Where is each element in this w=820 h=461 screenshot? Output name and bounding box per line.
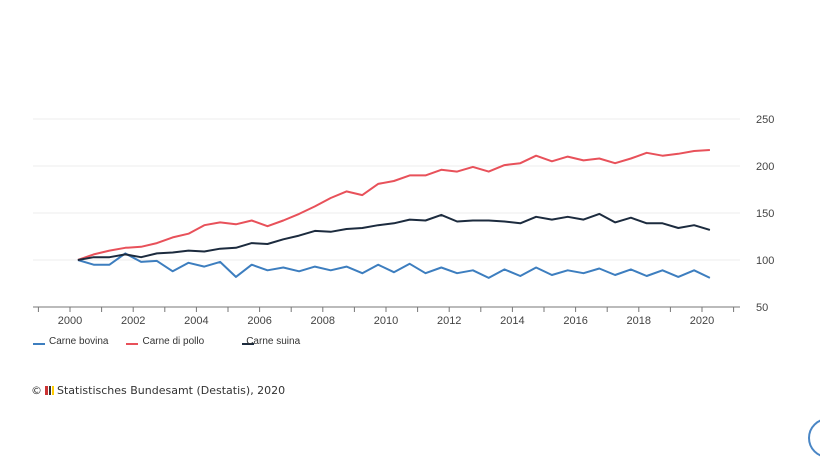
series-line-carne-di-pollo bbox=[77, 149, 710, 261]
source-credit: © Statistisches Bundesamt (Destatis), 202… bbox=[31, 384, 285, 397]
series-line-carne-bovina bbox=[77, 252, 711, 279]
legend-label: Carne di pollo bbox=[142, 336, 205, 347]
destatis-logo-icon bbox=[45, 386, 54, 395]
legend-swatch bbox=[33, 343, 45, 345]
legend: Carne bovina Carne di pollo Carne suina bbox=[33, 336, 318, 347]
legend-label: Carne bovina bbox=[49, 336, 109, 347]
x-tick-label: 2010 bbox=[374, 315, 398, 327]
legend-item-carne-di-pollo[interactable]: Carne di pollo bbox=[126, 336, 204, 347]
legend-item-carne-bovina[interactable]: Carne bovina bbox=[33, 336, 108, 347]
legend-item-carne-suina[interactable]: Carne suina bbox=[242, 336, 300, 347]
x-tick-label: 2000 bbox=[58, 315, 82, 327]
y-tick-label: 250 bbox=[756, 114, 774, 126]
x-tick-label: 2006 bbox=[247, 315, 271, 327]
x-tick-label: 2016 bbox=[563, 315, 587, 327]
x-tick-label: 2020 bbox=[690, 315, 714, 327]
x-tick-label: 2002 bbox=[121, 315, 145, 327]
x-tick-label: 2012 bbox=[437, 315, 461, 327]
y-tick-label: 200 bbox=[756, 161, 774, 173]
copyright-symbol: © bbox=[31, 384, 42, 397]
y-tick-label: 100 bbox=[756, 255, 774, 267]
legend-swatch bbox=[242, 343, 255, 345]
y-tick-label: 150 bbox=[756, 208, 774, 220]
legend-swatch bbox=[126, 343, 139, 345]
legend-label: Carne suina bbox=[246, 336, 301, 347]
x-tick-label: 2014 bbox=[500, 315, 524, 327]
x-tick-label: 2004 bbox=[184, 315, 208, 327]
y-tick-label: 50 bbox=[756, 302, 768, 314]
x-tick-label: 2008 bbox=[311, 315, 335, 327]
source-text: Statistisches Bundesamt (Destatis), 2020 bbox=[57, 384, 286, 397]
series-line-carne-suina bbox=[77, 212, 711, 261]
x-tick-label: 2018 bbox=[627, 315, 651, 327]
